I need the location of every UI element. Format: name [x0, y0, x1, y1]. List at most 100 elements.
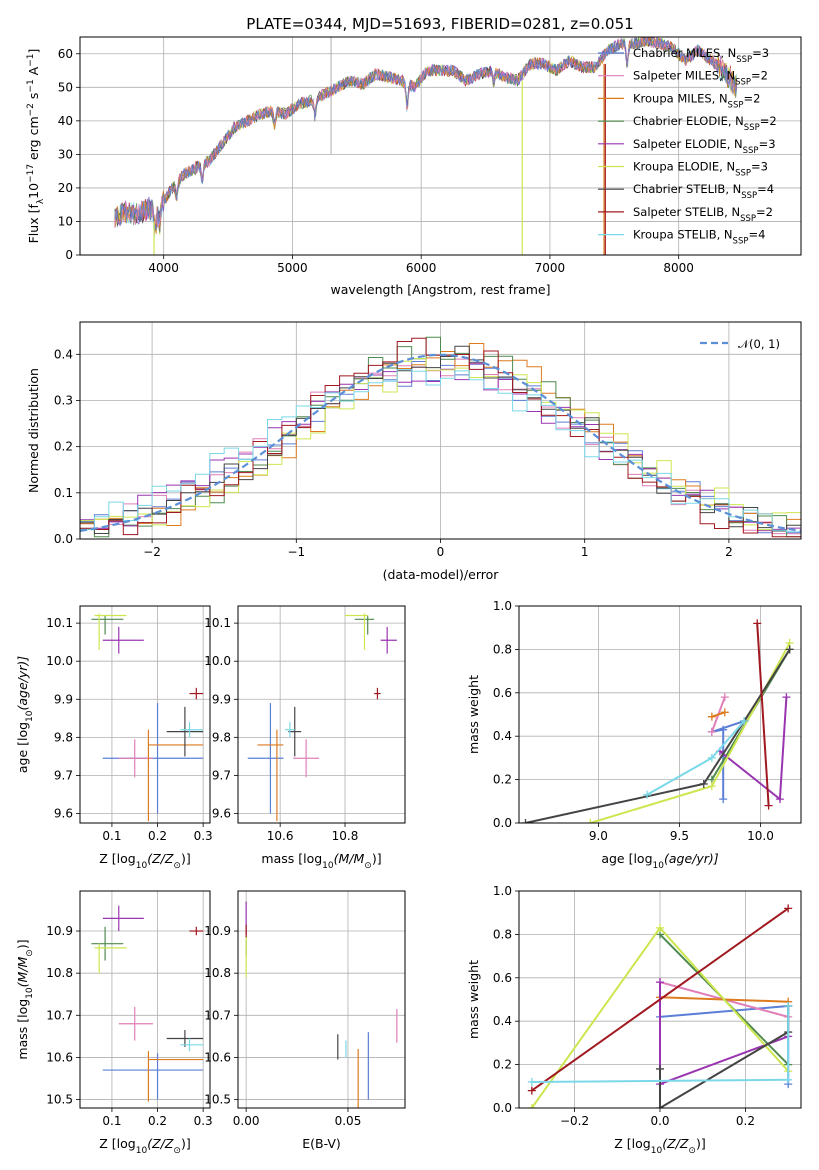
weight-marker-kroupa-miles [707, 712, 716, 721]
y-tick-label: 0.2 [54, 440, 73, 454]
y-tick-label: 0.2 [493, 1058, 512, 1072]
y-tick-label: 1.0 [493, 884, 512, 898]
legend-label-kroupa-elodie: Kroupa ELODIE, NSSP=3 [633, 160, 768, 179]
x-tick-label: 0.0 [650, 1114, 669, 1128]
weight-marker-chabrier-miles [719, 795, 728, 804]
errorbar-chabrier-elodie [91, 615, 124, 635]
y-tick-label: 9.7 [54, 768, 73, 782]
weight-marker-salpeter-stelib [527, 1086, 536, 1095]
plot-area [91, 613, 204, 822]
y-tick-label: 0.1 [54, 486, 73, 500]
y-axis-label: mass [log10(M/M⊙)] [15, 939, 35, 1059]
errorbar-salpeter-stelib [189, 926, 204, 936]
weight-marker-chabrier-stelib [785, 645, 794, 654]
y-tick-label: 50 [58, 80, 73, 94]
x-tick-label: 0.2 [736, 1114, 755, 1128]
weight-marker-kroupa-stelib [784, 1075, 793, 1084]
axes-frame [79, 321, 802, 540]
x-tick-label: 10.8 [332, 829, 359, 843]
y-tick-label: 9.8 [212, 730, 231, 744]
weight-marker-salpeter-elodie [782, 693, 791, 702]
weight-vs-age-panel: 9.0 9.5 10.0 0.0 0.2 0.4 0.6 0.8 1.0 age [log10(a… [466, 599, 802, 871]
y-tick-label: 10.0 [46, 654, 73, 668]
legend-label-salpeter-elodie: Salpeter ELODIE, NSSP=3 [633, 137, 776, 156]
plot-area [114, 37, 737, 255]
y-tick-label: 20 [58, 181, 73, 195]
plot-area [521, 619, 794, 823]
x-tick-label: 8000 [663, 261, 694, 275]
weight-marker-salpeter-miles [720, 693, 729, 702]
grid-lines [238, 891, 405, 1108]
axes-frame [237, 890, 406, 1109]
mass-vs-extinction-panel: 0.00 0.05 10.5 10.6 10.7 10.8 10.9 E(B-V) [204, 890, 406, 1151]
y-tick-label: 1.0 [493, 599, 512, 613]
weight-marker-chabrier-stelib [656, 1064, 664, 1073]
x-axis-label: age [log10(age/yr)] [601, 851, 718, 871]
y-tick-label: 9.6 [212, 806, 231, 820]
y-tick-label: 10.8 [46, 966, 73, 980]
y-tick-label: 9.8 [54, 730, 73, 744]
x-tick-label: 0.3 [194, 829, 213, 843]
grid-lines [80, 891, 210, 1108]
weight-marker-salpeter-stelib [764, 801, 773, 810]
plot-area [527, 904, 793, 1108]
errorbar-chabrier-elodie [91, 926, 124, 961]
x-axis-label: mass [log10(M/M⊙)] [261, 851, 381, 871]
errorbar-kroupa-elodie [94, 943, 127, 974]
weight-marker-kroupa-elodie [656, 923, 664, 932]
plot-area [245, 901, 398, 1108]
y-tick-label: 0.2 [493, 773, 512, 787]
y-tick-label: 10.1 [204, 616, 231, 630]
y-axis-label: Flux [fλ10−17 erg cm−2 s−1 A−1] [26, 49, 46, 244]
errorbar-chabrier-miles [102, 1053, 204, 1100]
x-axis-label: Z [log10(Z/Z⊙)] [99, 851, 190, 871]
x-axis-label: wavelength [Angstrom, rest frame] [330, 282, 550, 297]
plot-area [247, 613, 397, 822]
y-axis-label: mass weight [466, 960, 481, 1039]
y-tick-label: 10.9 [46, 924, 73, 938]
errorbar-kroupa-elodie [345, 613, 368, 650]
x-tick-label: 10.0 [747, 829, 774, 843]
y-tick-label: 0.3 [54, 393, 73, 407]
weight-marker-kroupa-elodie [586, 819, 595, 823]
y-axis-label: Normed distribution [26, 368, 41, 493]
y-tick-label: 0.0 [493, 816, 512, 830]
legend: Chabrier MILES, NSSP=3 Salpeter MILES, NS… [598, 46, 777, 247]
legend-label-salpeter-stelib: Salpeter STELIB, NSSP=2 [633, 205, 773, 224]
axes-frame [79, 605, 211, 824]
y-tick-label: 0.4 [493, 1014, 512, 1028]
weight-marker-chabrier-stelib [699, 779, 708, 788]
y-tick-label: 0.4 [493, 729, 512, 743]
y-tick-label: 10.6 [46, 1050, 73, 1064]
y-tick-label: 9.9 [212, 692, 231, 706]
legend-label-chabrier-elodie: Chabrier ELODIE, NSSP=2 [633, 114, 777, 133]
x-tick-label: 4000 [148, 261, 179, 275]
weight-marker-kroupa-stelib [643, 790, 652, 799]
y-tick-label: 10.5 [204, 1093, 231, 1107]
x-tick-label: 10.6 [267, 829, 294, 843]
weight-marker-kroupa-stelib [740, 717, 749, 726]
weight-marker-kroupa-stelib [707, 753, 716, 762]
plot-area [91, 905, 204, 1102]
x-tick-label: 9.0 [589, 829, 608, 843]
y-tick-label: 10 [58, 214, 73, 228]
weight-marker-chabrier-stelib [656, 1104, 664, 1108]
weight-marker-salpeter-stelib [753, 619, 762, 628]
errorbar-salpeter-elodie [380, 626, 397, 654]
axes-frame [518, 890, 802, 1109]
legend-label-chabrier-stelib: Chabrier STELIB, NSSP=4 [633, 182, 774, 201]
errorbar-kroupa-miles [147, 729, 204, 822]
x-tick-label: −2 [143, 545, 161, 559]
weight-series-salpeter-elodie [715, 693, 791, 804]
x-tick-label: 0.2 [148, 829, 167, 843]
axes-frame [518, 605, 802, 824]
weight-marker-chabrier-stelib [521, 819, 530, 823]
errorbar-salpeter-elodie [102, 626, 144, 654]
y-tick-label: 9.9 [54, 692, 73, 706]
weight-series-kroupa-stelib [643, 717, 749, 799]
spectrum-line-chabrier-miles [114, 37, 737, 232]
weight-marker-kroupa-elodie [527, 1104, 536, 1108]
weight-series-chabrier-stelib [521, 645, 794, 823]
errorbar-salpeter-miles [118, 1006, 153, 1041]
